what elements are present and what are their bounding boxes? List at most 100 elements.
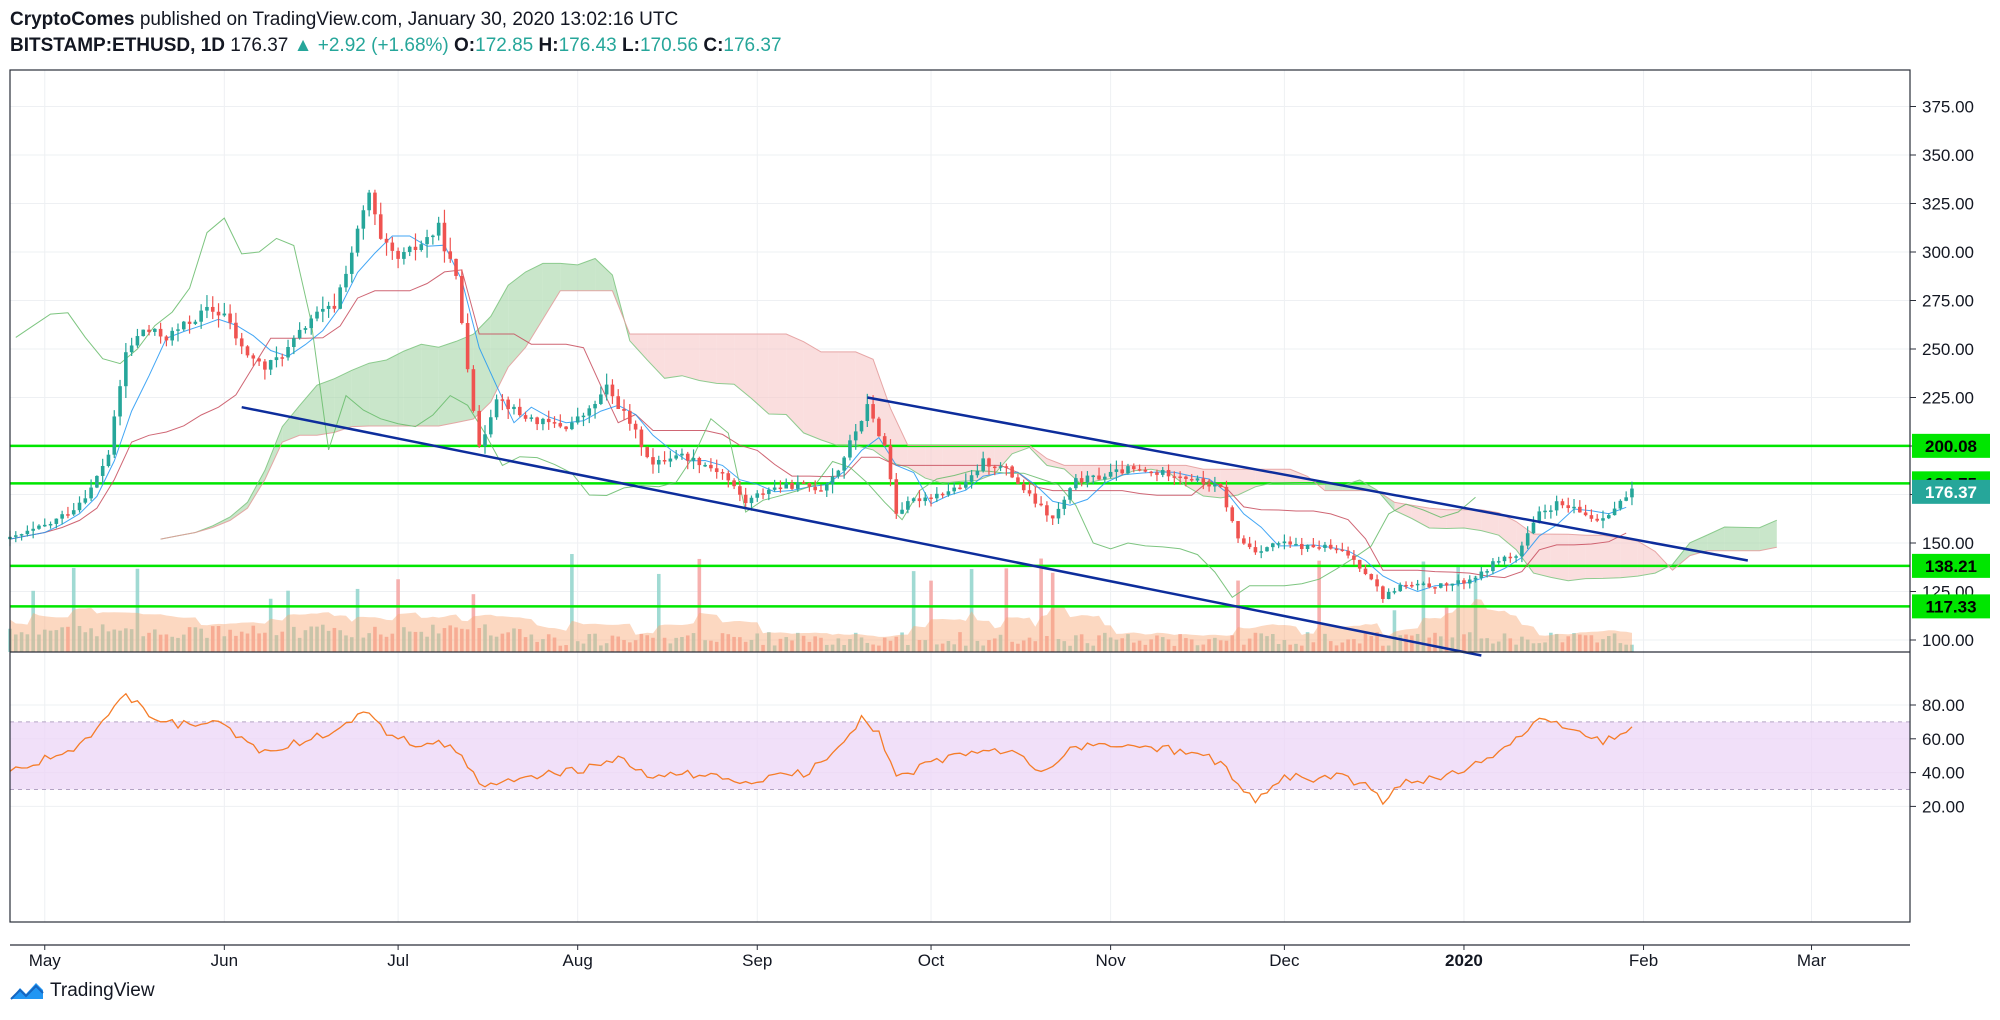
cloud-segment [560,263,578,291]
volume-bar [1554,634,1559,652]
volume-bar [975,640,980,652]
tradingview-logo[interactable]: TradingView [10,980,155,1002]
candle-body [321,308,325,312]
last-price-tag-label: 176.37 [1925,483,1977,502]
volume-bar [1618,643,1623,652]
candle-body [25,530,30,535]
candle-body [245,346,250,356]
candle-body [1317,547,1321,549]
volume-bar [210,626,215,652]
change-up-icon: ▲ [293,35,313,56]
volume-bar [1172,645,1177,652]
candle-body [639,429,644,448]
cloud-segment [942,445,960,484]
candle-body [1612,508,1617,516]
candle-body [239,338,244,347]
volume-bar [1543,642,1547,652]
candle-body [471,369,476,411]
cloud-segment [282,405,300,443]
candle-body [170,330,174,341]
volume-bar [292,626,296,652]
author-name[interactable]: CryptoComes [10,9,135,30]
candle-body [622,409,626,411]
volume-bar [460,628,464,652]
trend-lines[interactable] [241,396,1749,657]
candle-body [1288,541,1292,545]
rsi-band [10,721,1910,790]
candle-body [1172,476,1177,478]
candle-body [129,345,134,353]
cloud-segment [230,502,248,521]
volume-bar [454,627,458,652]
volume-bar [836,638,841,652]
candle-body [1421,583,1426,585]
candle-body [1027,490,1032,494]
volume-bar [48,630,53,652]
volume-bar [639,633,644,652]
volume-bar [691,633,696,652]
volume-bar [668,643,673,652]
symbol-label[interactable]: BITSTAMP:ETHUSD, 1D [10,35,225,56]
volume-bar [303,630,308,652]
cloud-segment [699,334,717,384]
cloud-segment [351,363,370,427]
chikou-line [15,217,1476,598]
volume-bar [784,637,789,652]
candle-body [361,210,366,229]
price-tick-label: 275.00 [1922,292,1974,311]
volume-bar [581,643,586,652]
candle-body [709,464,713,469]
volume-bar [1166,639,1171,652]
volume-bar [552,637,557,652]
time-axis[interactable]: May Jun Jul Aug Sep Oct Nov Dec 2020 Feb Mar [29,945,1827,970]
cloud-segment [1707,527,1725,551]
volume-bar [338,630,342,652]
volume-bar [824,644,829,652]
volume-bar [1143,644,1148,652]
candle-body [118,386,122,417]
candle-body [633,423,638,430]
candle-body [1155,472,1159,475]
candle-body [871,404,875,419]
candle-body [1311,544,1316,548]
volume-bar [245,633,250,652]
candle-body [1137,469,1142,471]
volume-bar [477,628,482,652]
candle-body [616,396,621,410]
volume-bar [321,624,325,652]
cloud-segment [421,344,439,426]
volume-bar [355,588,360,652]
volume-bar [1045,636,1049,652]
volume-bar [1050,572,1055,652]
cloud-segment [716,334,735,385]
volume-bar [871,644,875,652]
volume-bar [378,634,383,652]
volume-bar [135,568,140,652]
volume-bar [37,634,41,652]
time-tick-label: Sep [742,951,772,970]
volume-bar [1340,642,1345,652]
volume-bar [935,644,939,652]
volume-bar [436,633,441,652]
candle-body [1160,469,1165,475]
rsi-axis[interactable]: 80.00 60.00 40.00 20.00 [1910,696,1965,816]
volume-bar [239,631,244,652]
volume-bar [500,633,505,652]
volume-bar [877,645,881,652]
candle-body [332,305,337,309]
candle-body [604,384,609,395]
candle-body [1120,469,1124,474]
candle-body [807,483,812,487]
volume-bar [610,635,615,652]
volume-bar [882,637,887,652]
publish-line: CryptoComes published on TradingView.com… [10,8,782,32]
price-change: +2.92 (+1.68%) [317,35,449,56]
cloud-segment [1620,538,1638,578]
candle-body [286,347,290,358]
cloud-segment [403,344,422,426]
cloud-segment [751,334,769,414]
volume-bar [1404,634,1408,652]
volume-bar [448,625,453,652]
logo-text: TradingView [50,980,155,1001]
